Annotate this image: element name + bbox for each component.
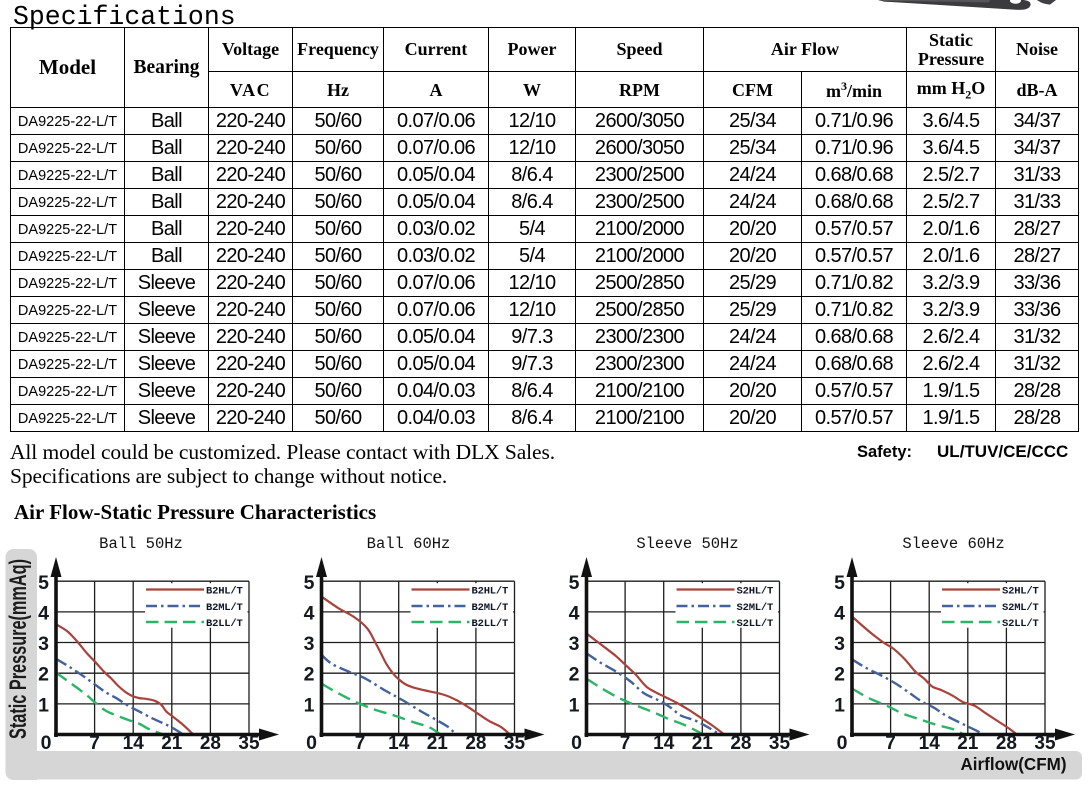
svg-text:14: 14 (123, 733, 145, 754)
svg-text:14: 14 (919, 733, 941, 754)
svg-text:3: 3 (834, 633, 845, 655)
svg-text:2: 2 (304, 664, 315, 686)
svg-text:28: 28 (465, 733, 486, 754)
svg-text:S2ML/T: S2ML/T (1002, 602, 1039, 614)
svg-text:7: 7 (620, 733, 631, 754)
svg-text:1: 1 (834, 694, 845, 716)
svg-text:14: 14 (653, 733, 675, 754)
svg-text:Ball 50Hz: Ball 50Hz (99, 535, 183, 553)
svg-text:B2ML/T: B2ML/T (206, 602, 243, 614)
svg-text:0: 0 (837, 732, 848, 754)
svg-text:21: 21 (692, 733, 714, 754)
svg-text:21: 21 (427, 733, 449, 754)
svg-text:5: 5 (38, 572, 49, 594)
svg-text:7: 7 (89, 733, 100, 754)
svg-text:Sleeve 50Hz: Sleeve 50Hz (636, 535, 738, 553)
svg-text:35: 35 (769, 733, 791, 754)
svg-text:4: 4 (569, 602, 580, 624)
svg-text:S2LL/T: S2LL/T (737, 618, 774, 630)
svg-text:S2HL/T: S2HL/T (1002, 586, 1039, 598)
svg-text:7: 7 (885, 733, 896, 754)
svg-text:14: 14 (388, 733, 410, 754)
svg-text:2: 2 (38, 664, 49, 686)
svg-text:3: 3 (304, 633, 315, 655)
svg-text:5: 5 (569, 572, 580, 594)
svg-text:5: 5 (834, 572, 845, 594)
svg-text:5: 5 (304, 572, 315, 594)
svg-text:S2ML/T: S2ML/T (737, 602, 774, 614)
svg-text:B2ML/T: B2ML/T (472, 602, 509, 614)
svg-text:B2LL/T: B2LL/T (206, 618, 243, 630)
svg-text:0: 0 (41, 732, 52, 754)
svg-text:B2LL/T: B2LL/T (472, 618, 509, 630)
svg-text:S2HL/T: S2HL/T (737, 586, 774, 598)
svg-text:Sleeve 60Hz: Sleeve 60Hz (902, 535, 1004, 553)
svg-text:0: 0 (306, 732, 317, 754)
svg-text:7: 7 (355, 733, 366, 754)
svg-text:3: 3 (38, 633, 49, 655)
svg-text:3: 3 (569, 633, 580, 655)
svg-text:1: 1 (304, 694, 315, 716)
svg-text:35: 35 (238, 733, 260, 754)
svg-text:21: 21 (161, 733, 183, 754)
svg-text:Ball 60Hz: Ball 60Hz (367, 535, 451, 553)
svg-text:4: 4 (304, 602, 315, 624)
svg-text:4: 4 (834, 602, 845, 624)
svg-text:1: 1 (569, 694, 580, 716)
svg-text:4: 4 (38, 602, 49, 624)
svg-text:B2HL/T: B2HL/T (472, 586, 509, 598)
svg-text:28: 28 (730, 733, 751, 754)
svg-text:Airflow(CFM): Airflow(CFM) (961, 754, 1067, 774)
svg-text:35: 35 (504, 733, 526, 754)
svg-text:B2HL/T: B2HL/T (206, 586, 243, 598)
svg-text:1: 1 (38, 694, 49, 716)
svg-text:2: 2 (569, 664, 580, 686)
svg-text:21: 21 (957, 733, 979, 754)
svg-text:35: 35 (1034, 733, 1056, 754)
svg-text:28: 28 (200, 733, 221, 754)
svg-text:2: 2 (834, 664, 845, 686)
svg-text:Static Pressure(mmAq): Static Pressure(mmAq) (5, 559, 32, 739)
svg-text:0: 0 (571, 732, 582, 754)
svg-text:S2LL/T: S2LL/T (1002, 618, 1039, 630)
svg-text:28: 28 (996, 733, 1017, 754)
